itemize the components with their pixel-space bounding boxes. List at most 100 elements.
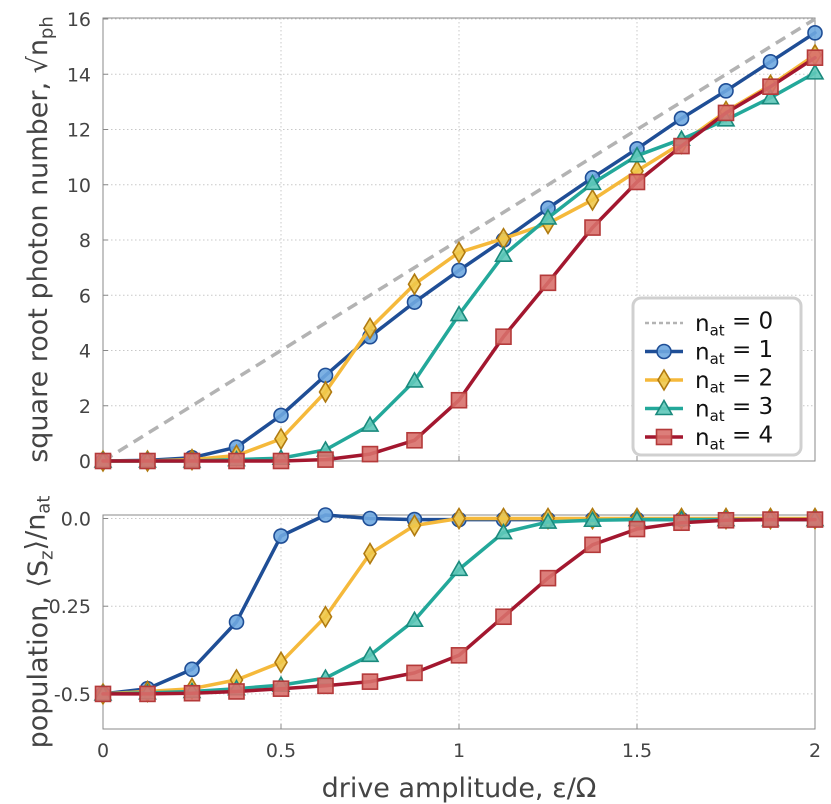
- bottom-y-tick-label: -0.25: [42, 596, 91, 618]
- top-y-tick-label: 2: [79, 396, 91, 418]
- top-y-tick-label: 0: [79, 451, 91, 473]
- bottom-point-n-at-3: [494, 522, 513, 540]
- legend-item-n-at-1: nat = 1: [645, 337, 773, 368]
- top-point-n-at-4: [272, 452, 290, 470]
- bottom-point-n-at-4: [183, 684, 201, 702]
- top-point-n-at-1: [273, 407, 289, 424]
- top-point-n-at-4: [539, 274, 557, 292]
- top-point-n-at-4: [584, 219, 601, 236]
- top-point-n-at-4: [673, 137, 690, 155]
- top-point-n-at-4: [228, 452, 245, 470]
- top-point-n-at-3: [494, 245, 513, 262]
- bottom-point-n-at-1: [273, 528, 289, 544]
- bottom-point-n-at-4: [762, 511, 779, 528]
- legend-label-n-at-3: nat = 3: [695, 394, 773, 425]
- bottom-x-tick-label: 1: [453, 740, 465, 762]
- top-point-n-at-1: [406, 294, 423, 310]
- top-point-n-at-3: [583, 173, 602, 191]
- top-point-n-at-4: [361, 445, 379, 463]
- bottom-point-n-at-4: [584, 536, 601, 554]
- top-point-n-at-1: [451, 262, 467, 279]
- top-y-tick-label: 14: [67, 64, 91, 86]
- legend-label-n-at-1: nat = 1: [695, 337, 773, 368]
- top-point-n-at-2: [407, 272, 422, 296]
- bottom-point-n-at-4: [94, 685, 112, 703]
- population-panel: 0.0 -0.25 -0.5 0 0.5 1 1.5 2 population, ⟨Sz⟩/na…: [20, 496, 825, 804]
- bottom-point-n-at-4: [272, 680, 290, 697]
- legend-box: [631, 296, 803, 457]
- bottom-point-n-at-2: [407, 513, 422, 538]
- photon-number-panel: 0 2 4 6 8 10 12 14 16 square root photon number, …: [23, 9, 825, 473]
- legend-item-n-at-4: nat = 4: [645, 423, 773, 454]
- bottom-x-tick-label: 0.5: [266, 740, 296, 762]
- top-point-n-at-2: [318, 380, 333, 404]
- legend-marker-n-at-1: [656, 343, 672, 360]
- bottom-point-n-at-1: [184, 661, 200, 678]
- bottom-point-n-at-3: [583, 510, 602, 528]
- bottom-point-n-at-2: [452, 506, 466, 531]
- top-y-tick-label: 8: [79, 230, 91, 252]
- top-point-n-at-4: [762, 78, 779, 95]
- legend-item-n-at-0: nat = 0: [645, 309, 773, 340]
- top-point-n-at-4: [183, 452, 201, 470]
- top-series-n-at-0: [102, 17, 816, 463]
- bottom-point-n-at-4: [539, 569, 557, 587]
- legend-label-n-at-4: nat = 4: [695, 423, 773, 454]
- bottom-point-n-at-3: [538, 512, 558, 529]
- bottom-point-n-at-4: [361, 673, 379, 690]
- bottom-point-n-at-4: [673, 514, 690, 532]
- legend-item-n-at-2: nat = 2: [645, 366, 773, 397]
- top-y-tick-label: 4: [79, 341, 91, 363]
- top-point-n-at-4: [806, 49, 824, 66]
- bottom-y-tick-label: -0.5: [54, 684, 91, 706]
- x-axis-label: drive amplitude, ε/Ω: [322, 773, 597, 804]
- bottom-point-n-at-2: [318, 605, 333, 629]
- bottom-point-n-at-2: [363, 542, 377, 566]
- top-point-n-at-3: [761, 88, 780, 105]
- top-point-n-at-1: [762, 54, 779, 70]
- bottom-point-n-at-4: [717, 511, 735, 529]
- top-point-n-at-2: [452, 240, 466, 264]
- bottom-y-axis-label: population, ⟨Sz⟩/nat: [20, 496, 57, 749]
- top-point-n-at-2: [274, 427, 288, 451]
- top-point-n-at-3: [805, 63, 825, 80]
- top-point-n-at-2: [363, 316, 377, 340]
- bottom-point-n-at-3: [449, 559, 469, 577]
- top-point-n-at-3: [405, 371, 424, 388]
- top-point-n-at-1: [807, 25, 823, 41]
- top-line-n-at-0: [102, 17, 816, 463]
- top-point-n-at-4: [406, 431, 423, 449]
- top-y-tick-label: 10: [67, 175, 91, 197]
- legend-marker-n-at-4: [655, 428, 673, 446]
- bottom-point-n-at-4: [450, 647, 468, 664]
- bottom-point-n-at-3: [405, 610, 424, 628]
- legend-marker-n-at-3: [654, 398, 674, 416]
- top-y-tick-label: 12: [67, 120, 91, 142]
- top-y-tick-label: 6: [79, 285, 91, 307]
- bottom-point-n-at-4: [495, 608, 512, 626]
- bottom-point-n-at-4: [139, 685, 156, 703]
- bottom-point-n-at-4: [806, 511, 824, 528]
- bottom-point-n-at-4: [406, 664, 423, 682]
- bottom-point-n-at-4: [317, 677, 334, 695]
- top-point-n-at-1: [673, 110, 690, 127]
- top-point-n-at-3: [627, 146, 647, 163]
- top-point-n-at-3: [538, 208, 558, 225]
- top-point-n-at-3: [449, 304, 469, 322]
- legend-marker-n-at-2: [657, 368, 671, 392]
- top-point-n-at-1: [718, 83, 734, 99]
- top-point-n-at-2: [585, 188, 600, 212]
- bottom-point-n-at-2: [274, 650, 288, 674]
- top-point-n-at-4: [717, 104, 735, 122]
- top-point-n-at-3: [360, 415, 380, 432]
- top-point-n-at-4: [628, 173, 646, 191]
- bottom-point-n-at-3: [360, 645, 380, 663]
- bottom-point-n-at-1: [228, 614, 245, 630]
- bottom-x-tick-label: 2: [809, 740, 821, 762]
- top-point-n-at-4: [139, 452, 156, 470]
- top-series-n-at-4: [94, 49, 824, 470]
- top-point-n-at-4: [94, 452, 112, 470]
- bottom-series-n-at-4: [94, 511, 824, 703]
- bottom-x-tick-label: 0: [97, 740, 109, 762]
